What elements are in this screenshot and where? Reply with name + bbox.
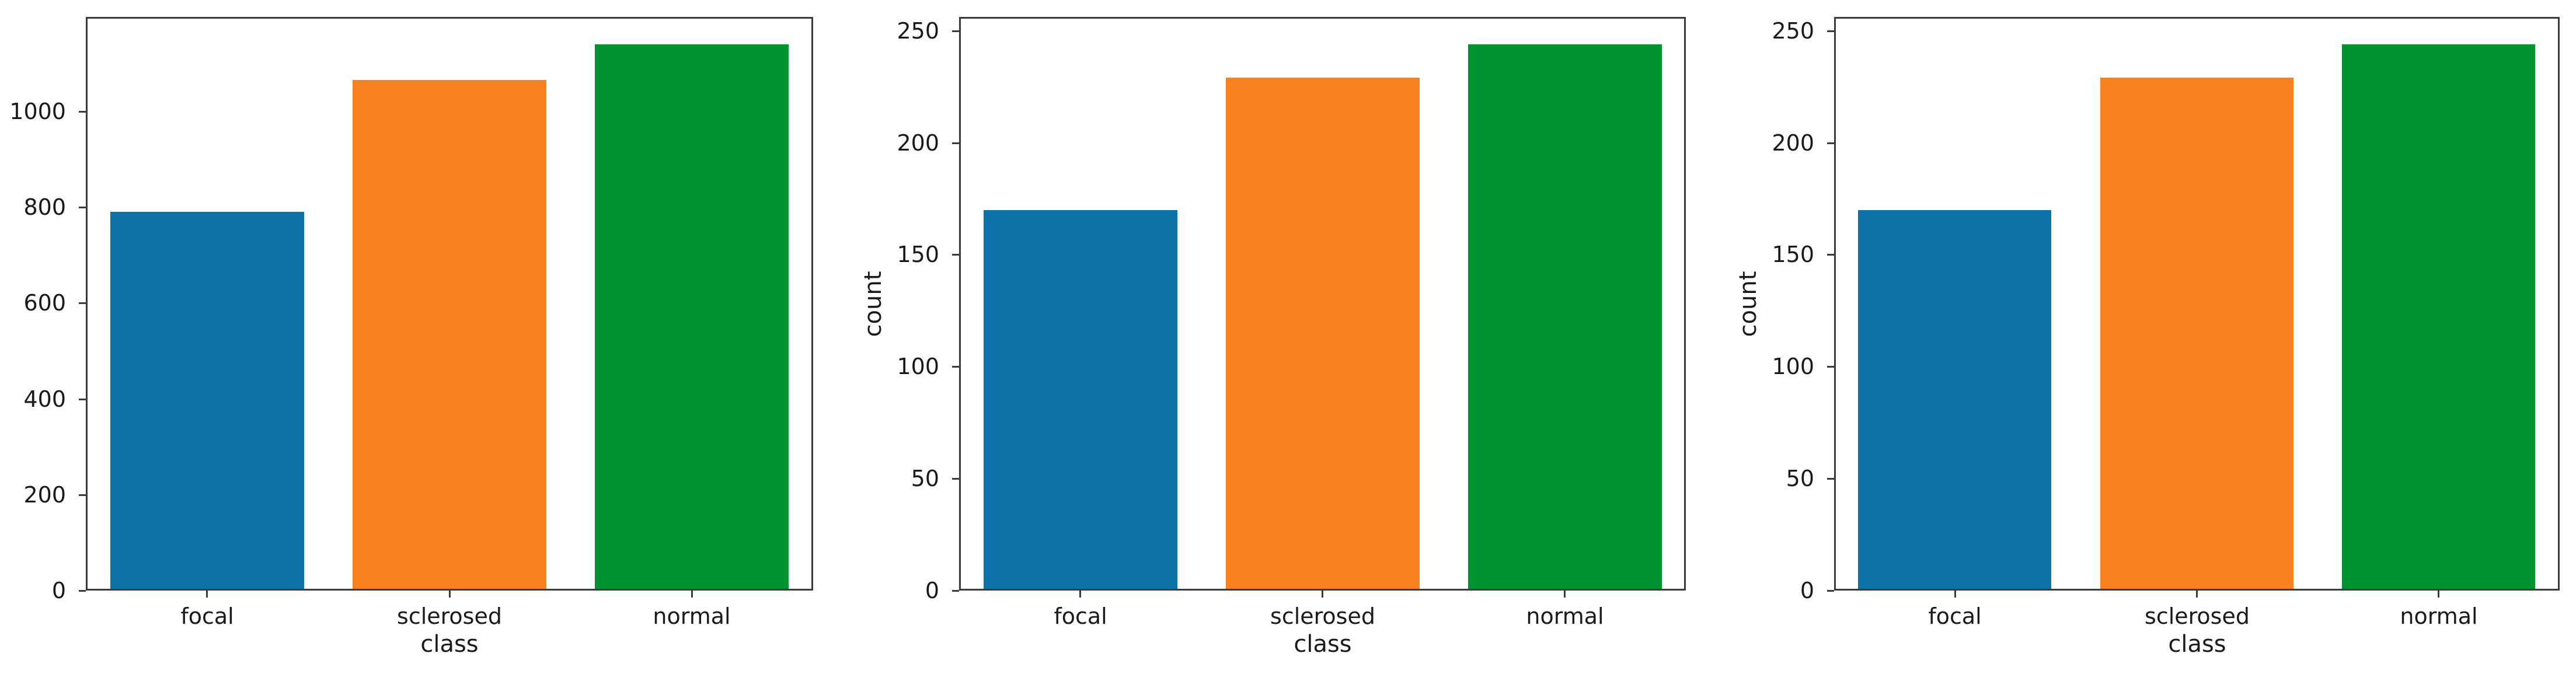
bar-sclerosed [2100, 78, 2293, 591]
x-tick-label: focal [1054, 603, 1107, 629]
bar-normal [2342, 44, 2535, 591]
y-tick-label: 1000 [9, 99, 66, 124]
x-tick-mark [449, 591, 451, 598]
y-tick-mark [79, 111, 86, 113]
x-axis-label: class [420, 631, 479, 658]
x-tick-mark [1954, 591, 1956, 598]
y-tick-mark [1827, 30, 1834, 32]
bar-focal [110, 212, 304, 591]
y-tick-label: 150 [897, 242, 939, 267]
y-tick-mark [1827, 366, 1834, 368]
y-tick-label: 100 [897, 354, 939, 379]
bar-sclerosed [353, 80, 546, 591]
y-tick-mark [952, 142, 959, 144]
y-tick-label: 200 [1772, 130, 1814, 156]
y-tick-label: 50 [911, 466, 939, 491]
y-tick-label: 250 [897, 18, 939, 44]
y-tick-label: 200 [23, 482, 66, 508]
y-tick-label: 0 [51, 578, 66, 603]
y-tick-label: 100 [1772, 354, 1814, 379]
x-tick-mark [1564, 591, 1566, 598]
y-tick-mark [952, 478, 959, 480]
plot-frame [1834, 17, 2560, 591]
y-tick-mark [952, 30, 959, 32]
bar-sclerosed [1226, 78, 1420, 591]
x-tick-mark [691, 591, 693, 598]
y-tick-label: 400 [23, 386, 66, 412]
x-tick-mark [1322, 591, 1323, 598]
y-axis-label: count [1735, 271, 1762, 337]
y-tick-mark [79, 302, 86, 304]
bar-focal [1858, 210, 2051, 591]
y-tick-label: 250 [1772, 18, 1814, 44]
y-tick-label: 0 [925, 578, 939, 603]
y-tick-label: 50 [1786, 466, 1814, 491]
bar-normal [595, 44, 789, 591]
x-tick-label: normal [1526, 603, 1604, 629]
y-tick-label: 600 [23, 290, 66, 316]
y-tick-mark [952, 590, 959, 592]
x-tick-label: normal [2400, 603, 2478, 629]
y-tick-mark [952, 254, 959, 256]
x-tick-mark [206, 591, 208, 598]
y-tick-mark [1827, 590, 1834, 592]
x-tick-mark [2196, 591, 2198, 598]
y-tick-mark [79, 399, 86, 400]
bar-normal [1468, 44, 1662, 591]
x-tick-label: focal [180, 603, 234, 629]
x-tick-label: sclerosed [2145, 603, 2250, 629]
y-tick-mark [79, 207, 86, 208]
x-axis-label: class [1294, 631, 1352, 658]
y-tick-label: 0 [1800, 578, 1814, 603]
y-tick-mark [1827, 142, 1834, 144]
plot-frame [959, 17, 1686, 591]
bar-focal [984, 210, 1177, 591]
y-tick-label: 200 [897, 130, 939, 156]
y-tick-mark [952, 366, 959, 368]
x-tick-label: sclerosed [1270, 603, 1375, 629]
y-tick-label: 150 [1772, 242, 1814, 267]
plot-frame [86, 17, 813, 591]
x-tick-mark [2438, 591, 2439, 598]
x-tick-label: sclerosed [397, 603, 502, 629]
x-tick-mark [1079, 591, 1081, 598]
y-tick-mark [79, 590, 86, 592]
x-axis-label: class [2168, 631, 2226, 658]
y-tick-label: 800 [23, 194, 66, 220]
x-tick-label: focal [1928, 603, 1982, 629]
y-tick-mark [1827, 254, 1834, 256]
x-tick-label: normal [653, 603, 731, 629]
y-tick-mark [1827, 478, 1834, 480]
y-tick-mark [79, 494, 86, 496]
